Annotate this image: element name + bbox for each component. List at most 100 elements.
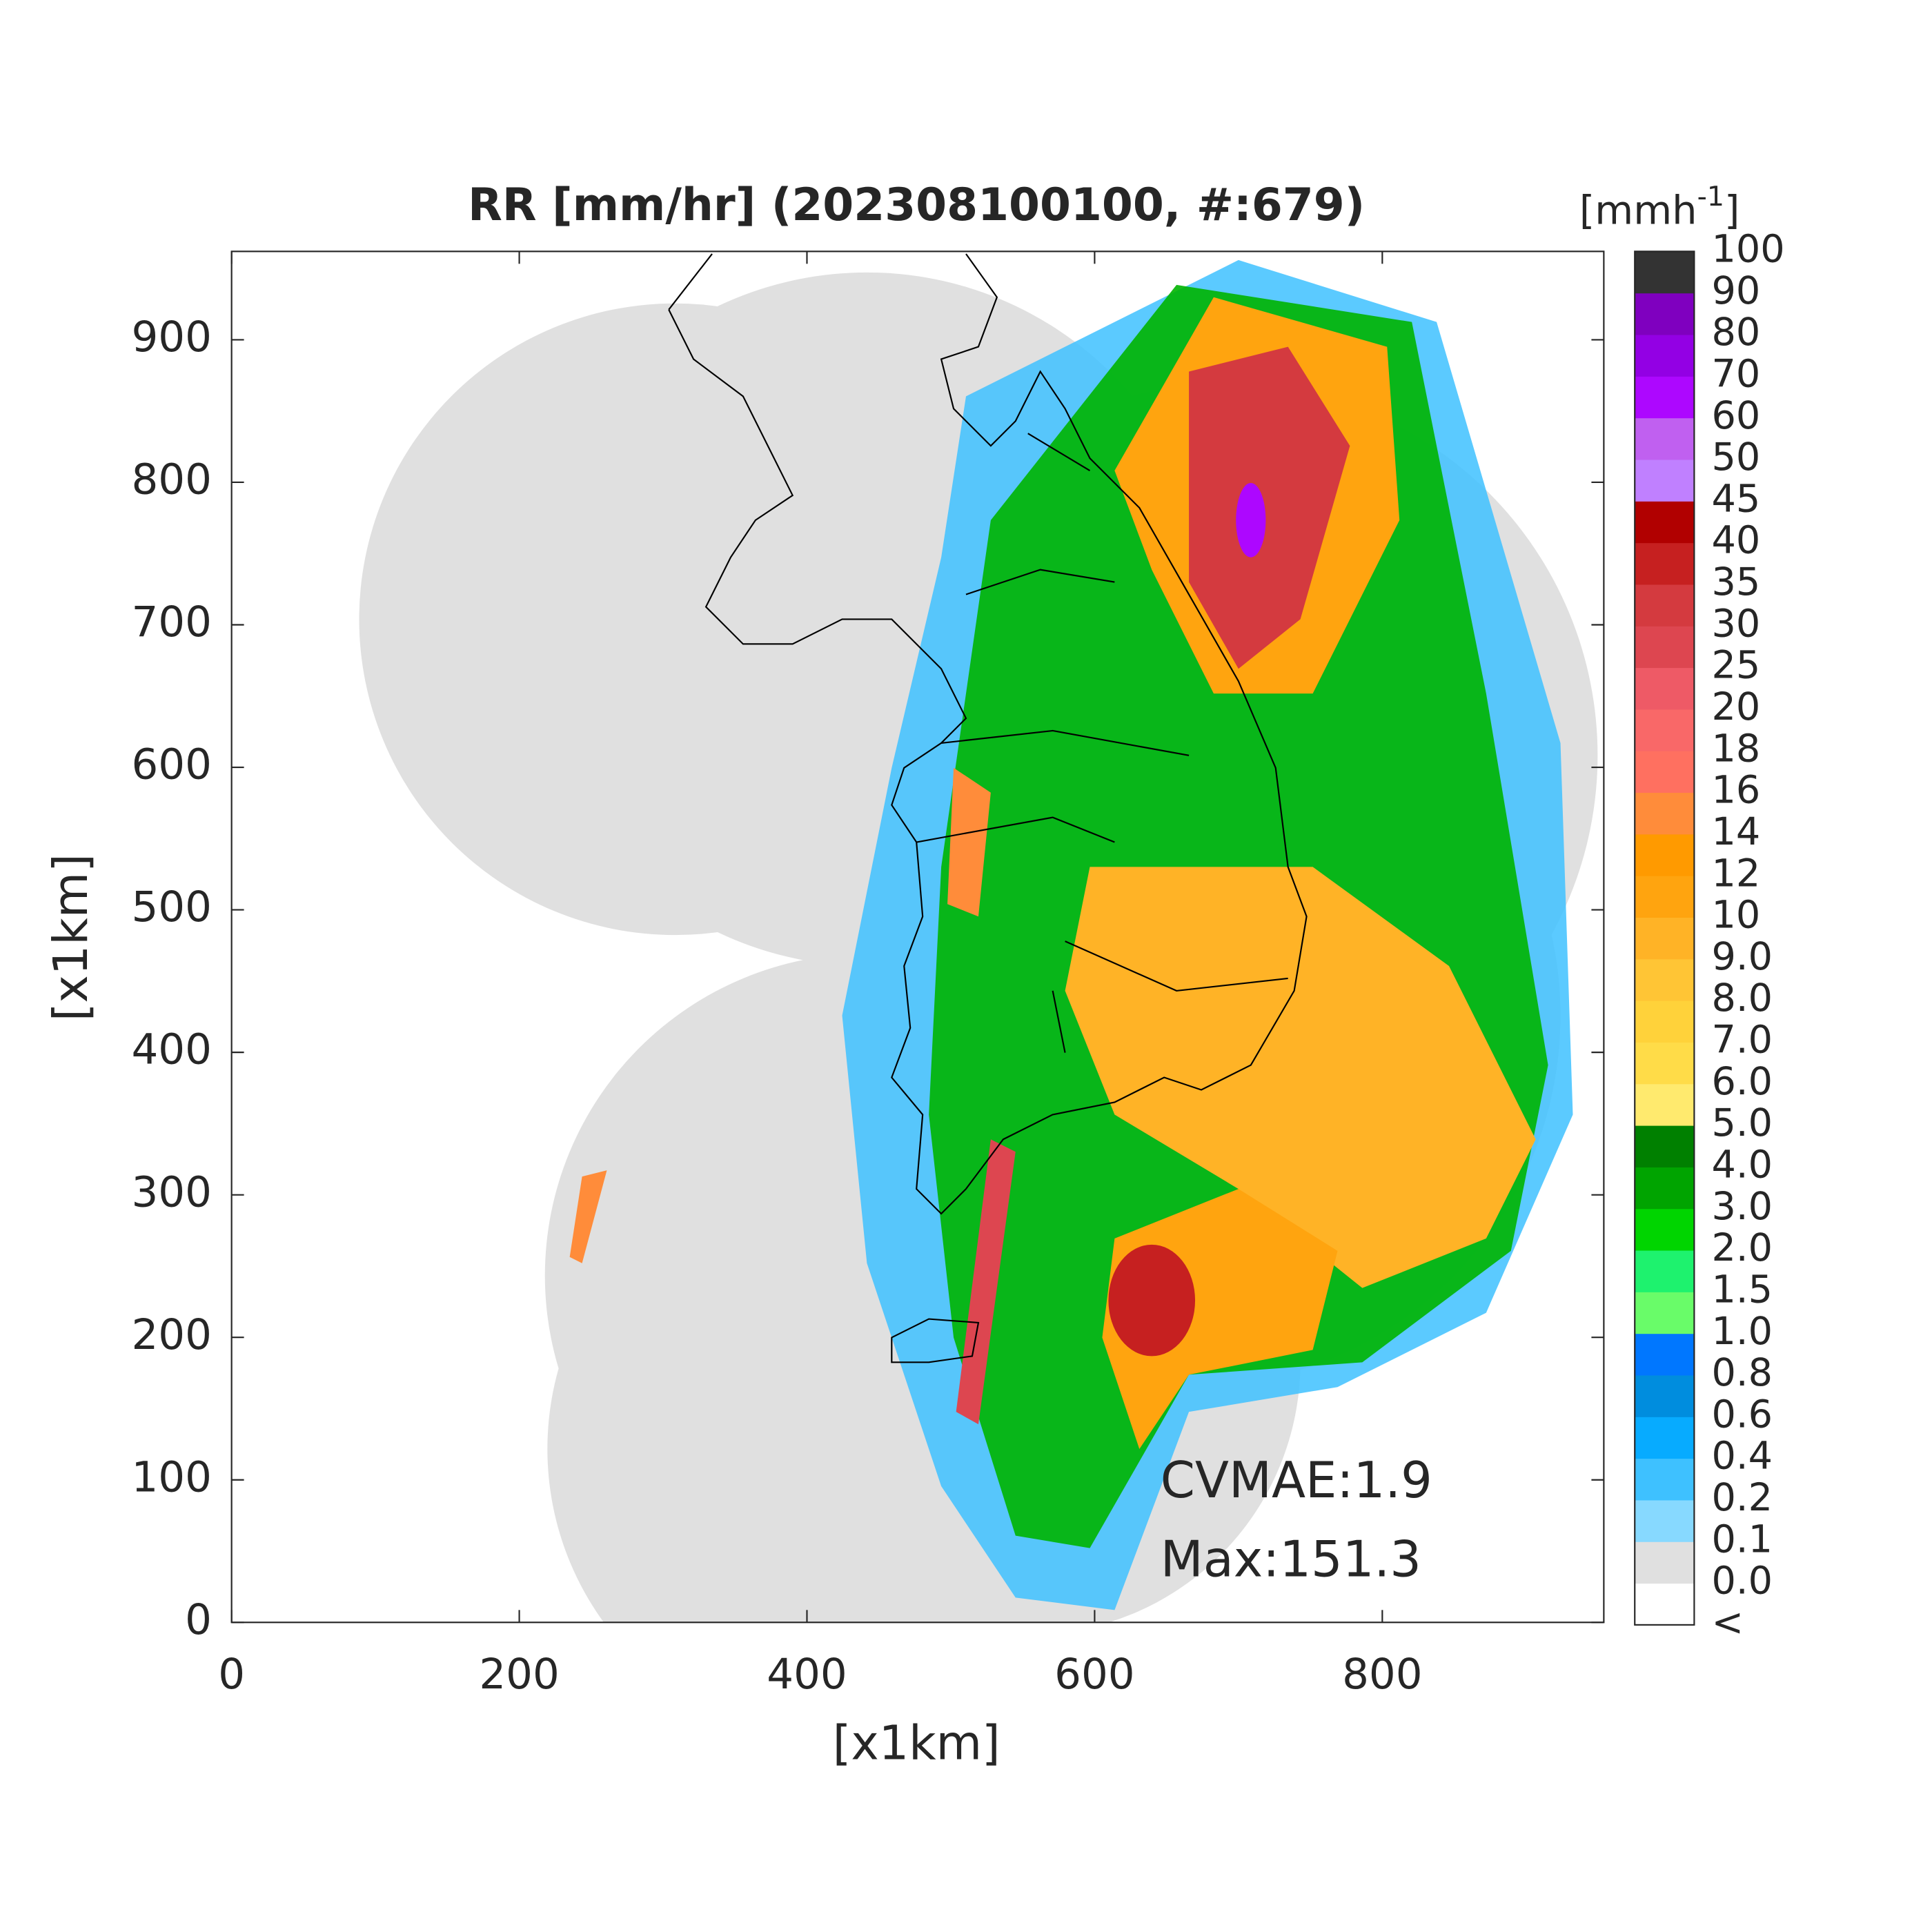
annotation: Max:151.3 [1161,1530,1421,1588]
y-tick-label: 500 [131,883,211,931]
colorbar-label: 70 [1712,351,1761,396]
colorbar-label: 35 [1712,560,1761,604]
colorbar-label: 4.0 [1712,1142,1773,1187]
colorbar-bin [1635,917,1695,960]
radar-field [359,259,1598,1623]
x-tick-label: 400 [767,1650,847,1699]
y-tick-label: 200 [131,1310,211,1359]
colorbar-bin [1635,667,1695,710]
y-tick-label: 400 [131,1025,211,1074]
colorbar-label: 7.0 [1712,1018,1773,1063]
colorbar-label: 2.0 [1712,1225,1773,1270]
rain-intense [956,1139,1016,1425]
colorbar-bin [1635,501,1695,544]
units-exponent: -1 [1697,181,1724,213]
colorbar-bin [1635,1417,1695,1459]
colorbar-bin [1635,834,1695,876]
rain-heavy [947,767,991,917]
border [916,433,1288,1053]
colorbar-bin [1635,1042,1695,1085]
colorbar-bin [1635,958,1695,1001]
x-tick-label: 200 [479,1650,559,1699]
colorbar-label: 8.0 [1712,976,1773,1021]
colorbar-label: 10 [1712,893,1761,938]
colorbar-bin [1635,626,1695,669]
y-tick-label: 300 [131,1167,211,1216]
coastlines [668,253,1308,1363]
rain-heavy [1065,867,1536,1288]
x-tick-label: 600 [1054,1650,1134,1699]
colorbar-bin [1635,751,1695,793]
colorbar-bin [1635,334,1695,377]
colorbar-bin [1635,1499,1695,1542]
colorbar-label: 0.1 [1712,1517,1773,1561]
y-tick-label: 600 [131,740,211,789]
colorbar-bin [1635,1374,1695,1417]
y-tick-label: 100 [131,1452,211,1501]
rain-heavy [569,1170,607,1263]
colorbar-bin [1635,1000,1695,1043]
colorbar-bin [1635,1083,1695,1126]
colorbar-label: 25 [1712,643,1761,688]
rain-intense [1108,1244,1196,1357]
colorbar-bin [1635,1250,1695,1292]
colorbar-bin [1635,417,1695,460]
colorbar-bin [1635,1541,1695,1584]
colorbar-label: 80 [1712,310,1761,355]
colorbar-bin [1635,251,1695,294]
colorbar-bin [1635,1167,1695,1210]
colorbar-label: 50 [1712,435,1761,480]
annotation: CVMAE:1.9 [1161,1451,1432,1509]
y-tick-label: 900 [131,313,211,362]
colorbar-label: < [1712,1600,1744,1645]
colorbar-bin [1635,709,1695,751]
colorbar-label: 18 [1712,726,1761,771]
units-close: ] [1724,187,1739,233]
colorbar-label: 0.6 [1712,1392,1773,1437]
colorbar-label: 60 [1712,393,1761,438]
y-tick-label: 0 [185,1595,212,1644]
colorbar-label: 9.0 [1712,934,1773,979]
colorbar-bin [1635,876,1695,918]
colorbar-label: 12 [1712,851,1761,896]
colorbar-label: 16 [1712,768,1761,813]
colorbar-label: 14 [1712,809,1761,854]
colorbar-label: 1.0 [1712,1309,1773,1354]
colorbar-label: 0.4 [1712,1434,1773,1479]
colorbar-bin [1635,1583,1695,1626]
colorbar-bin [1635,1125,1695,1167]
x-tick-label: 0 [218,1650,245,1699]
colorbar-label: 20 [1712,684,1761,729]
colorbar-bin [1635,1208,1695,1251]
y-tick-label: 700 [131,598,211,647]
y-tick-label: 800 [131,455,211,504]
coastline [668,253,1308,1215]
rain-intense [1189,346,1350,669]
island [891,1318,980,1363]
colorbar-label: 0.0 [1712,1559,1773,1604]
colorbar-bin [1635,1458,1695,1501]
chart-title: RR [mm/hr] (202308100100, #:679) [468,179,1365,231]
colorbar-label: 45 [1712,476,1761,521]
colorbar-label: 6.0 [1712,1059,1773,1104]
rain-extreme [1236,483,1266,558]
colorbar-label: 40 [1712,518,1761,563]
colorbar-label: 0.8 [1712,1350,1773,1395]
colorbar-units: [mmh-1] [1579,181,1739,234]
colorbar-label: 100 [1712,226,1785,271]
units-base: [mmh [1579,187,1697,233]
colorbar-bin [1635,293,1695,335]
colorbar-label: 3.0 [1712,1184,1773,1229]
x-tick-label: 800 [1342,1650,1422,1699]
colorbar-label: 1.5 [1712,1267,1773,1312]
colorbar-bin [1635,1292,1695,1334]
colorbar-frame [1634,250,1695,1626]
y-axis-label: [x1km] [44,854,99,1021]
plot-frame [230,250,1605,1624]
x-axis-label: [x1km] [833,1716,1000,1771]
colorbar-label: 5.0 [1712,1101,1773,1145]
colorbar-bin [1635,376,1695,419]
colorbar-label: 30 [1712,601,1761,646]
colorbar-bin [1635,1333,1695,1376]
